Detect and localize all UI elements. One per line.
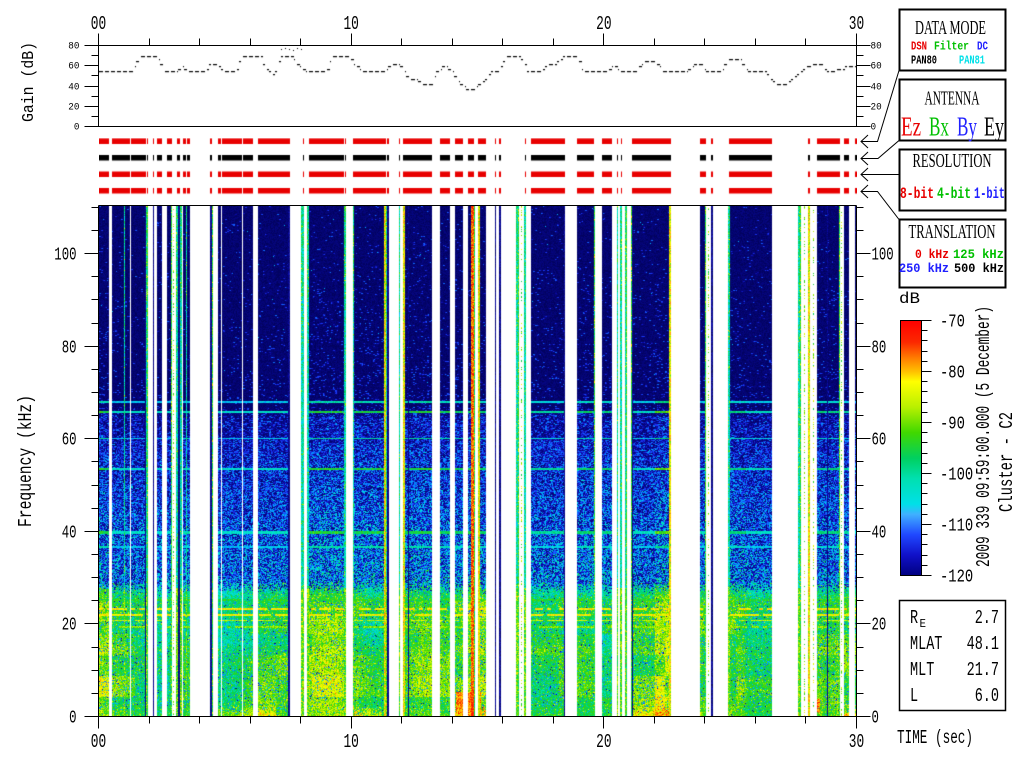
svg-text:0: 0 [74,123,80,134]
svg-text:E: E [920,617,927,631]
svg-text:Filter: Filter [934,40,969,54]
svg-text:00: 00 [91,731,106,753]
svg-text:-70: -70 [940,313,965,333]
svg-text:20: 20 [871,103,882,114]
svg-text:21.7: 21.7 [967,659,999,681]
svg-text:20: 20 [872,616,887,636]
svg-text:60: 60 [62,431,77,451]
svg-text:30: 30 [849,13,864,35]
svg-text:DC: DC [977,40,988,54]
svg-text:R: R [910,607,918,629]
svg-text:48.1: 48.1 [967,633,999,655]
svg-text:8-bit: 8-bit [900,185,934,203]
svg-text:By: By [957,112,977,142]
svg-text:ANTENNA: ANTENNA [925,88,980,110]
svg-text:PAN80: PAN80 [911,54,937,68]
svg-text:80: 80 [871,42,882,53]
svg-text:20: 20 [62,616,77,636]
svg-text:dB: dB [899,290,920,308]
svg-text:80: 80 [872,339,887,359]
svg-text:60: 60 [871,62,882,73]
svg-text:TIME (sec): TIME (sec) [897,727,973,749]
svg-text:Ey: Ey [984,112,1004,142]
svg-text:TRANSLATION: TRANSLATION [909,221,996,243]
svg-text:PAN81: PAN81 [959,54,985,68]
svg-text:0: 0 [69,709,76,729]
svg-text:0: 0 [872,709,879,729]
svg-text:Gain (dB): Gain (dB) [20,42,39,122]
svg-text:30: 30 [849,731,864,753]
svg-text:20: 20 [68,103,79,114]
svg-text:Bx: Bx [929,112,949,142]
svg-text:80: 80 [62,339,77,359]
svg-text:500 kHz: 500 kHz [954,261,1004,276]
svg-text:40: 40 [871,83,882,94]
svg-text:L: L [910,685,918,707]
svg-text:60: 60 [872,431,887,451]
svg-text:125 kHz: 125 kHz [953,247,1004,262]
svg-text:DATA MODE: DATA MODE [915,17,986,39]
svg-text:100: 100 [54,246,76,266]
svg-text:40: 40 [68,83,79,94]
svg-text:Frequency (kHz): Frequency (kHz) [15,395,37,527]
svg-text:-100: -100 [940,466,973,486]
svg-text:-80: -80 [940,364,965,384]
svg-text:00: 00 [91,13,106,35]
svg-text:MLT: MLT [910,659,934,681]
svg-text:Ez: Ez [901,112,921,142]
svg-text:80: 80 [68,42,79,53]
svg-text:1-bit: 1-bit [974,185,1005,203]
svg-text:20: 20 [596,731,611,753]
svg-text:0: 0 [871,123,877,134]
svg-text:DSN: DSN [911,40,927,54]
svg-text:Cluster - C2: Cluster - C2 [996,412,1018,512]
svg-text:MLAT: MLAT [910,633,942,655]
svg-text:-120: -120 [940,568,973,588]
svg-text:RESOLUTION: RESOLUTION [913,150,992,172]
svg-text:0 kHz: 0 kHz [915,247,949,262]
svg-text:10: 10 [343,13,358,35]
svg-text:-90: -90 [940,415,965,435]
svg-text:4-bit: 4-bit [937,185,971,203]
svg-text:2009 339 09:59:00.000 (5 Decem: 2009 339 09:59:00.000 (5 December) [973,306,995,567]
svg-text:60: 60 [68,62,79,73]
svg-text:6.0: 6.0 [975,685,999,707]
svg-text:2.7: 2.7 [975,607,999,629]
svg-text:40: 40 [872,524,887,544]
svg-text:10: 10 [343,731,358,753]
svg-text:-110: -110 [940,517,973,537]
svg-text:20: 20 [596,13,611,35]
svg-text:250 kHz: 250 kHz [899,261,949,276]
svg-text:100: 100 [872,246,894,266]
svg-text:40: 40 [62,524,77,544]
